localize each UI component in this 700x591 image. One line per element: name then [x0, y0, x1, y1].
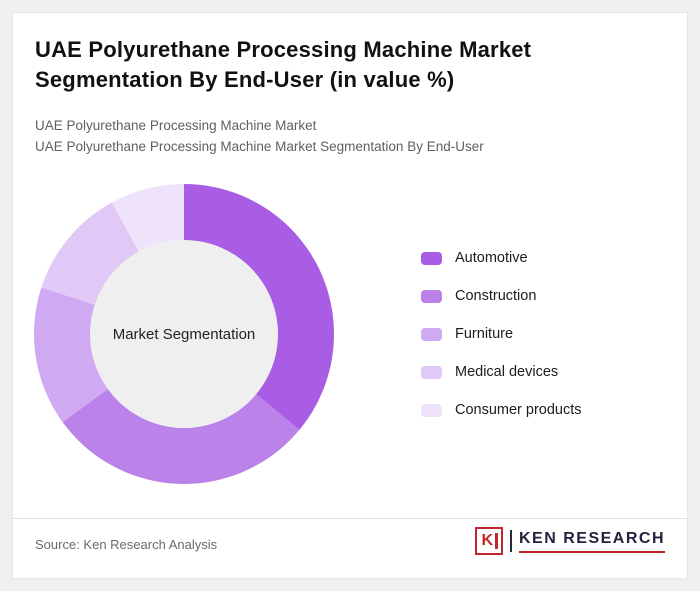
- logo-k-bar: [495, 533, 498, 549]
- subtitle-line-1: UAE Polyurethane Processing Machine Mark…: [35, 118, 317, 133]
- donut-chart: Market Segmentation: [34, 184, 334, 484]
- legend-label: Furniture: [455, 326, 514, 342]
- logo-separator: [510, 530, 512, 552]
- donut-center-label: Market Segmentation: [112, 325, 256, 343]
- logo-wordmark: KEN RESEARCH: [518, 529, 665, 553]
- logo-k-letter: K: [481, 532, 494, 549]
- legend-label: Consumer products: [455, 402, 582, 418]
- legend-swatch: [421, 327, 442, 341]
- legend-label: Automotive: [455, 250, 528, 266]
- legend-swatch: [421, 365, 442, 379]
- ken-research-logo: K KEN RESEARCH: [475, 527, 665, 555]
- legend-swatch: [421, 251, 442, 265]
- legend-label: Medical devices: [455, 364, 559, 380]
- chart-legend: Automotive Construction Furniture Medical d…: [421, 247, 582, 421]
- legend-item-automotive: Automotive: [421, 247, 582, 269]
- legend-item-construction: Construction: [421, 285, 582, 307]
- footer-divider: [13, 518, 687, 519]
- legend-swatch: [421, 289, 442, 303]
- legend-item-medical-devices: Medical devices: [421, 361, 582, 383]
- logo-k-box: K: [475, 527, 504, 555]
- subtitle-line-2: UAE Polyurethane Processing Machine Mark…: [35, 138, 484, 154]
- legend-swatch: [421, 403, 442, 417]
- chart-card: UAE Polyurethane Processing Machine Mark…: [12, 12, 688, 579]
- chart-subtitle: UAE Polyurethane Processing Machine Mark…: [35, 116, 647, 158]
- legend-item-consumer-products: Consumer products: [421, 399, 582, 421]
- source-note: Source: Ken Research Analysis: [35, 537, 218, 552]
- chart-title: UAE Polyurethane Processing Machine Mark…: [35, 37, 532, 92]
- donut-hole: Market Segmentation: [90, 240, 278, 428]
- legend-item-furniture: Furniture: [421, 323, 582, 345]
- legend-label: Construction: [455, 288, 537, 304]
